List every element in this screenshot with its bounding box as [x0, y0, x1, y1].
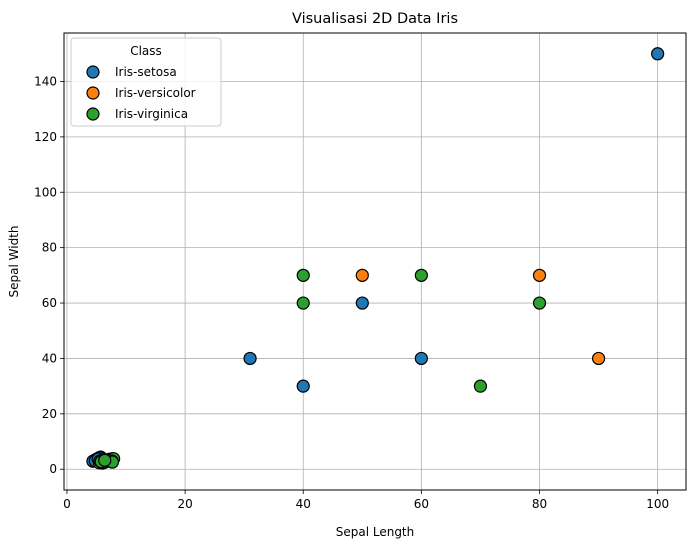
legend: Class Iris-setosa Iris-versicolor Iris-vir…	[70, 37, 222, 127]
legend-marker	[86, 107, 100, 121]
legend-label: Iris-setosa	[115, 65, 177, 79]
data-point	[414, 351, 428, 366]
y-tick-label: 60	[42, 296, 57, 310]
ticks-layer: 0 20 40 60 80 100 0 20 40 60 80 100 120 140	[34, 74, 669, 511]
y-tick-label: 0	[49, 462, 57, 476]
data-point	[243, 351, 257, 366]
legend-label: Iris-virginica	[115, 107, 188, 121]
grid-layer	[64, 33, 686, 490]
x-tick-label: 20	[177, 497, 192, 511]
y-tick-label: 140	[34, 74, 57, 88]
legend-label: Iris-versicolor	[115, 86, 196, 100]
data-point	[532, 268, 547, 282]
legend-title: Class	[130, 44, 162, 58]
y-tick-label: 40	[42, 351, 57, 365]
data-point	[651, 47, 665, 61]
data-point	[98, 453, 112, 467]
legend-box	[70, 37, 222, 127]
data-point	[473, 379, 488, 393]
plot-frame	[63, 32, 687, 491]
y-axis-label: Sepal Width	[7, 226, 21, 298]
x-tick-label: 0	[63, 497, 71, 511]
data-point	[355, 296, 369, 310]
y-tick-label: 20	[42, 407, 57, 421]
data-point	[296, 268, 310, 282]
points-layer	[86, 47, 665, 470]
data-point	[532, 296, 547, 310]
legend-marker	[86, 86, 100, 100]
x-tick-label: 80	[532, 497, 547, 511]
x-tick-label: 100	[646, 497, 669, 511]
legend-items: Iris-setosa Iris-versicolor Iris-virginica	[86, 65, 196, 121]
y-tick-label: 80	[42, 241, 57, 255]
legend-marker	[86, 65, 100, 79]
chart-title: Visualisasi 2D Data Iris	[292, 11, 458, 27]
data-point	[296, 296, 310, 310]
data-point	[296, 379, 310, 393]
data-point	[591, 351, 606, 366]
x-tick-label: 40	[296, 497, 311, 511]
y-tick-label: 100	[34, 185, 57, 199]
x-tick-label: 60	[414, 497, 429, 511]
data-point	[355, 268, 369, 282]
data-point	[414, 268, 428, 282]
y-tick-label: 120	[34, 130, 57, 144]
x-axis-label: Sepal Length	[336, 525, 415, 539]
